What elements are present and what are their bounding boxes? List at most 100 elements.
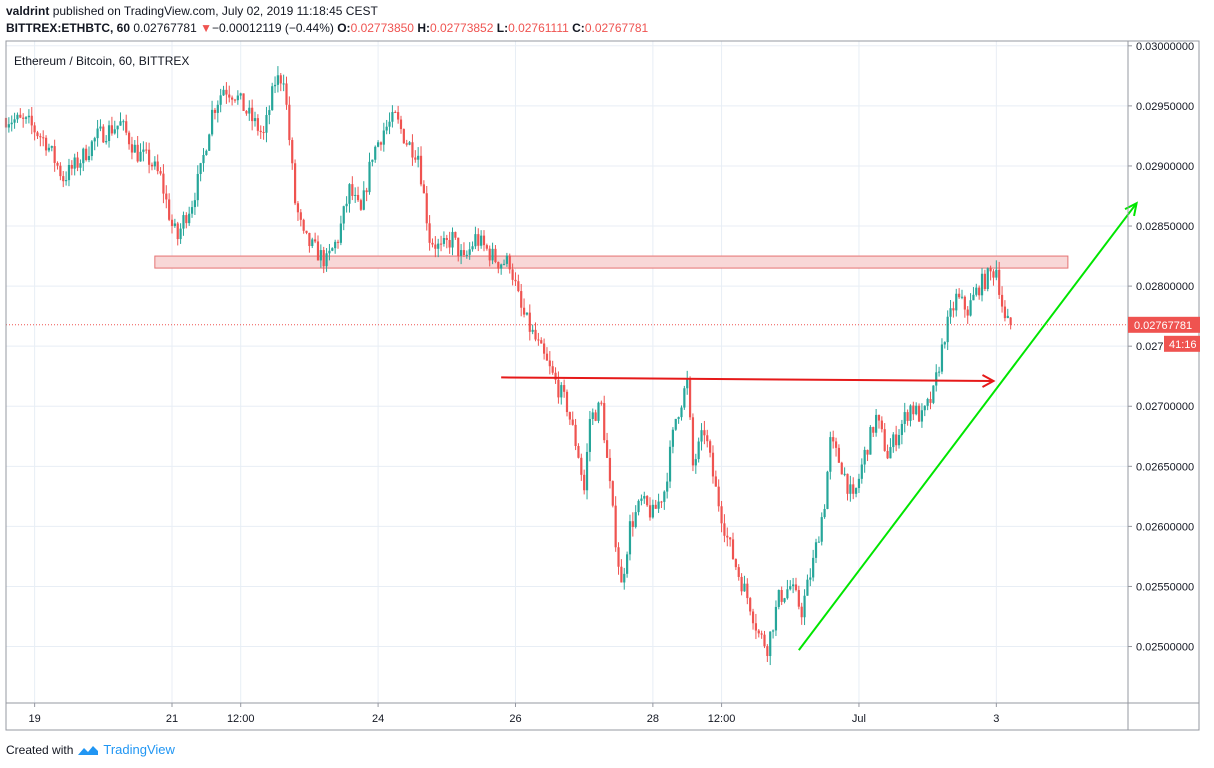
candle-body: [468, 249, 471, 255]
candle-body: [122, 121, 125, 123]
candle-body: [248, 107, 251, 114]
candle-body: [391, 112, 394, 122]
candle-body: [33, 125, 36, 133]
candle-body: [565, 391, 569, 413]
candle-body: [534, 329, 537, 340]
candle-body: [846, 473, 849, 494]
candle-body: [528, 312, 531, 332]
candle-body: [849, 484, 852, 494]
candle-body: [723, 523, 726, 536]
red-arrow-line[interactable]: [501, 376, 994, 383]
candle-body: [96, 128, 99, 139]
candle-body: [76, 157, 79, 168]
price-tick-label: 0.02600000: [1136, 521, 1194, 533]
candle-body: [700, 430, 703, 442]
candle-body: [866, 449, 869, 455]
candle-body: [90, 141, 93, 157]
candle-body: [783, 598, 786, 602]
candle-body: [1006, 315, 1009, 319]
candle-body: [365, 190, 368, 193]
candle-body: [854, 488, 858, 494]
candle-body: [202, 154, 205, 164]
candle-body: [757, 630, 760, 634]
candle-body: [208, 134, 211, 151]
candle-body: [85, 148, 88, 161]
publish-text: published on TradingView.com, July 02, 2…: [52, 4, 378, 18]
candle-body: [817, 541, 820, 543]
candle-body: [585, 451, 589, 491]
candle-body: [62, 176, 65, 182]
price-axis[interactable]: 0.03000000 0.02950000 0.02900000 0.02850000…: [1128, 41, 1194, 654]
candle-body: [222, 89, 225, 96]
tradingview-brand[interactable]: TradingView: [103, 742, 175, 757]
candle-body: [746, 583, 749, 599]
candle-body: [623, 573, 626, 583]
candle-body: [405, 143, 408, 145]
candle-body: [331, 248, 334, 251]
candle-body: [998, 269, 1001, 295]
candle-body: [554, 372, 557, 380]
candle-body: [978, 287, 981, 296]
price-tick-label: 0.02950000: [1136, 101, 1194, 113]
candle-body: [185, 215, 188, 224]
candle-body: [454, 231, 457, 238]
candle-body: [557, 379, 560, 398]
candle-body: [24, 117, 28, 119]
red-arrow-head-icon: [981, 374, 996, 388]
candle-body: [159, 171, 162, 174]
candle-body: [794, 584, 798, 591]
candle-body: [408, 142, 411, 145]
change-text: −0.00012119 (−0.44%): [212, 21, 334, 35]
candle-body: [316, 241, 320, 261]
candle-body: [740, 576, 743, 592]
candle-body: [339, 223, 342, 243]
candle-body: [691, 417, 695, 466]
candle-body: [87, 156, 91, 161]
candle-body: [734, 559, 737, 568]
chart-frame: [5, 40, 1200, 731]
candle-body: [219, 95, 222, 105]
candle-body: [276, 75, 280, 85]
candle-body: [766, 646, 769, 657]
candle-body: [560, 385, 563, 398]
candle-body: [840, 462, 843, 475]
time-tick-label: 19: [28, 713, 40, 725]
candle-body: [139, 151, 142, 162]
candle-body: [279, 75, 282, 84]
candle-body: [915, 405, 918, 415]
candle-body: [545, 353, 549, 361]
candle-body: [923, 405, 926, 411]
candle-body: [600, 402, 603, 404]
time-tick-label: 3: [993, 713, 999, 725]
candle-body: [663, 491, 666, 502]
candle-body: [657, 501, 660, 509]
candle-body: [660, 501, 663, 503]
candle-body: [305, 230, 308, 233]
uptrend-line[interactable]: [798, 202, 1138, 651]
resistance-zone[interactable]: [154, 255, 1069, 269]
candle-body: [216, 104, 219, 113]
candle-body: [608, 457, 612, 482]
candle-body: [683, 388, 686, 408]
candle-body: [814, 542, 818, 558]
candle-body: [354, 194, 357, 196]
green-arrow-head-icon: [1124, 201, 1138, 217]
candle-body: [457, 237, 460, 256]
candle-body: [583, 474, 586, 491]
candle-body: [671, 429, 675, 447]
candle-body: [148, 149, 151, 165]
candle-body: [648, 505, 652, 518]
countdown-bg: [1164, 335, 1200, 352]
candle-body: [611, 481, 614, 506]
candle-body: [193, 200, 197, 208]
candle-body: [414, 157, 417, 160]
time-axis[interactable]: 19 21 12:00 24 26 28 12:00 Jul 3: [28, 703, 999, 725]
last-price-label-bg: [1128, 316, 1200, 333]
candle-body: [714, 476, 717, 487]
candle-body: [125, 121, 128, 133]
candle-body: [242, 93, 245, 111]
candle-body: [877, 414, 881, 421]
candle-body: [826, 471, 829, 509]
last-price-text: 0.02767781: [133, 21, 197, 35]
